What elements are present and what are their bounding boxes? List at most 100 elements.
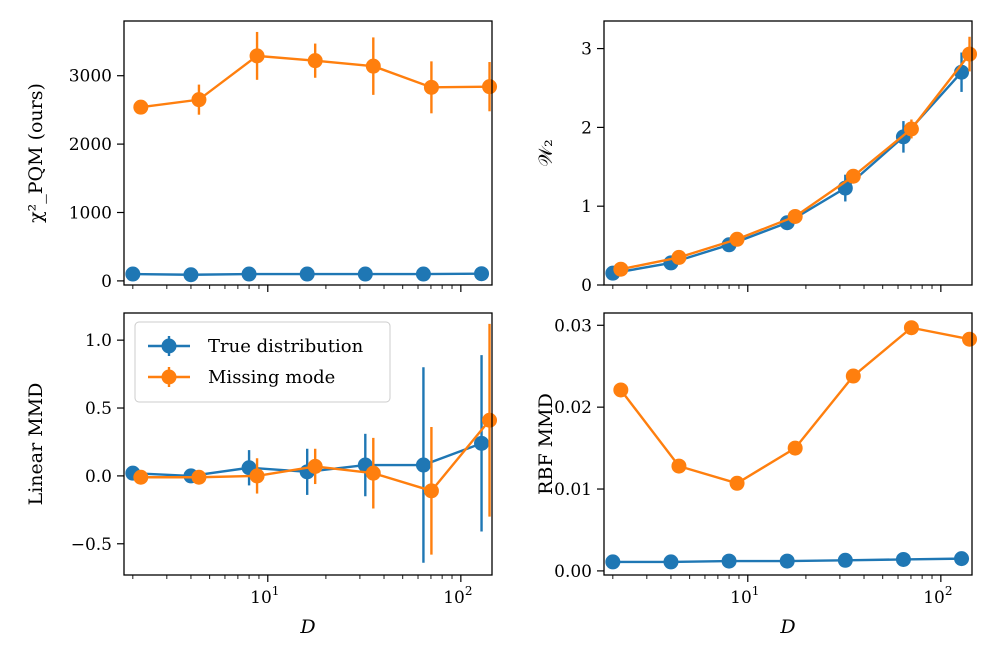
data-point bbox=[423, 79, 439, 95]
data-point bbox=[191, 469, 207, 485]
data-point bbox=[671, 458, 687, 474]
series-true-distribution bbox=[605, 52, 970, 281]
legend-label: Missing mode bbox=[208, 367, 335, 388]
legend-label: True distribution bbox=[208, 336, 364, 357]
x-minor-ticks bbox=[132, 575, 462, 582]
x-minor-ticks bbox=[612, 575, 942, 582]
data-point bbox=[962, 46, 978, 62]
legend: True distribution Missing mode bbox=[134, 321, 391, 403]
x-minor-ticks bbox=[132, 285, 462, 292]
x-minor-ticks bbox=[612, 285, 942, 292]
legend-marker bbox=[161, 369, 177, 385]
data-point bbox=[903, 320, 919, 336]
x-axis-label: D bbox=[779, 616, 795, 638]
x-tick-exponent: 2 bbox=[945, 584, 953, 598]
y-tick-label: 0.5 bbox=[85, 399, 112, 419]
data-point bbox=[133, 99, 149, 115]
plot-frame bbox=[603, 312, 973, 576]
x-tick-base: 10 bbox=[923, 588, 945, 608]
series-line bbox=[612, 71, 963, 275]
data-point bbox=[787, 208, 803, 224]
series-true-distribution bbox=[125, 355, 490, 563]
data-point bbox=[365, 465, 381, 481]
y-tick-label: 1 bbox=[581, 197, 592, 217]
plot-frame bbox=[123, 312, 493, 576]
x-axis-label: D bbox=[299, 616, 315, 638]
data-point bbox=[721, 553, 737, 569]
legend-entry: True distribution bbox=[148, 336, 364, 357]
data-point bbox=[474, 435, 490, 451]
x-tick-label: 101 bbox=[250, 584, 279, 608]
y-tick-label: 0.00 bbox=[554, 562, 592, 582]
data-point bbox=[671, 249, 687, 265]
series-line bbox=[620, 53, 971, 271]
y-tick-label: 2000 bbox=[69, 135, 112, 155]
data-point bbox=[954, 551, 970, 567]
data-point bbox=[423, 483, 439, 499]
data-point bbox=[415, 457, 431, 473]
y-tick-label: 3 bbox=[581, 40, 592, 60]
series-true-distribution bbox=[125, 266, 490, 283]
data-point bbox=[241, 266, 257, 282]
data-point bbox=[307, 53, 323, 69]
y-tick-label: 0.01 bbox=[554, 480, 592, 500]
x-tick-base: 10 bbox=[730, 588, 752, 608]
data-point bbox=[613, 261, 629, 277]
series-missing-mode bbox=[133, 323, 498, 555]
data-point bbox=[133, 469, 149, 485]
data-point bbox=[183, 267, 199, 283]
x-tick-label: 101 bbox=[730, 584, 759, 608]
data-point bbox=[474, 266, 490, 282]
data-point bbox=[962, 331, 978, 347]
y-axis-label: 𝒲₂ bbox=[535, 139, 557, 167]
y-axis-label: Linear MMD bbox=[25, 383, 47, 506]
legend-entry: Missing mode bbox=[148, 367, 335, 388]
y-tick-label: 1000 bbox=[69, 204, 112, 224]
y-tick-label: 0.03 bbox=[554, 316, 592, 336]
legend-marker bbox=[161, 338, 177, 354]
x-tick-base: 10 bbox=[250, 588, 272, 608]
y-tick-label: 1.0 bbox=[85, 331, 112, 351]
series-missing-mode bbox=[613, 320, 978, 491]
data-point bbox=[787, 440, 803, 456]
data-point bbox=[729, 231, 745, 247]
data-point bbox=[482, 412, 498, 428]
series-line bbox=[619, 326, 970, 485]
data-point bbox=[249, 468, 265, 484]
series-missing-mode bbox=[133, 31, 498, 115]
y-tick-label: 0 bbox=[581, 276, 592, 296]
data-point bbox=[895, 551, 911, 567]
data-point bbox=[605, 554, 621, 570]
data-point bbox=[729, 475, 745, 491]
data-point bbox=[903, 121, 919, 137]
data-point bbox=[663, 554, 679, 570]
x-tick-exponent: 1 bbox=[272, 584, 280, 598]
data-point bbox=[845, 168, 861, 184]
data-point bbox=[415, 266, 431, 282]
y-tick-label: 3000 bbox=[69, 67, 112, 87]
data-point bbox=[365, 58, 381, 74]
series-missing-mode bbox=[613, 36, 978, 277]
legend-box bbox=[134, 321, 391, 403]
y-tick-label: −0.5 bbox=[71, 535, 112, 555]
y-tick-label: 2 bbox=[581, 118, 592, 138]
data-point bbox=[125, 266, 141, 282]
y-tick-label: 0 bbox=[101, 272, 112, 292]
x-tick-base: 10 bbox=[443, 588, 465, 608]
plot-frame bbox=[603, 20, 973, 286]
series-true-distribution bbox=[605, 551, 970, 570]
y-tick-label: 0.0 bbox=[85, 467, 112, 487]
x-tick-label: 102 bbox=[923, 584, 952, 608]
data-point bbox=[837, 552, 853, 568]
plot-frame bbox=[123, 20, 493, 286]
data-point bbox=[307, 458, 323, 474]
data-point bbox=[191, 92, 207, 108]
y-axis-label: χ²_PQM (ours) bbox=[25, 83, 47, 223]
data-point bbox=[249, 48, 265, 64]
data-point bbox=[299, 266, 315, 282]
x-tick-label: 102 bbox=[443, 584, 472, 608]
y-tick-label: 0.02 bbox=[554, 398, 592, 418]
